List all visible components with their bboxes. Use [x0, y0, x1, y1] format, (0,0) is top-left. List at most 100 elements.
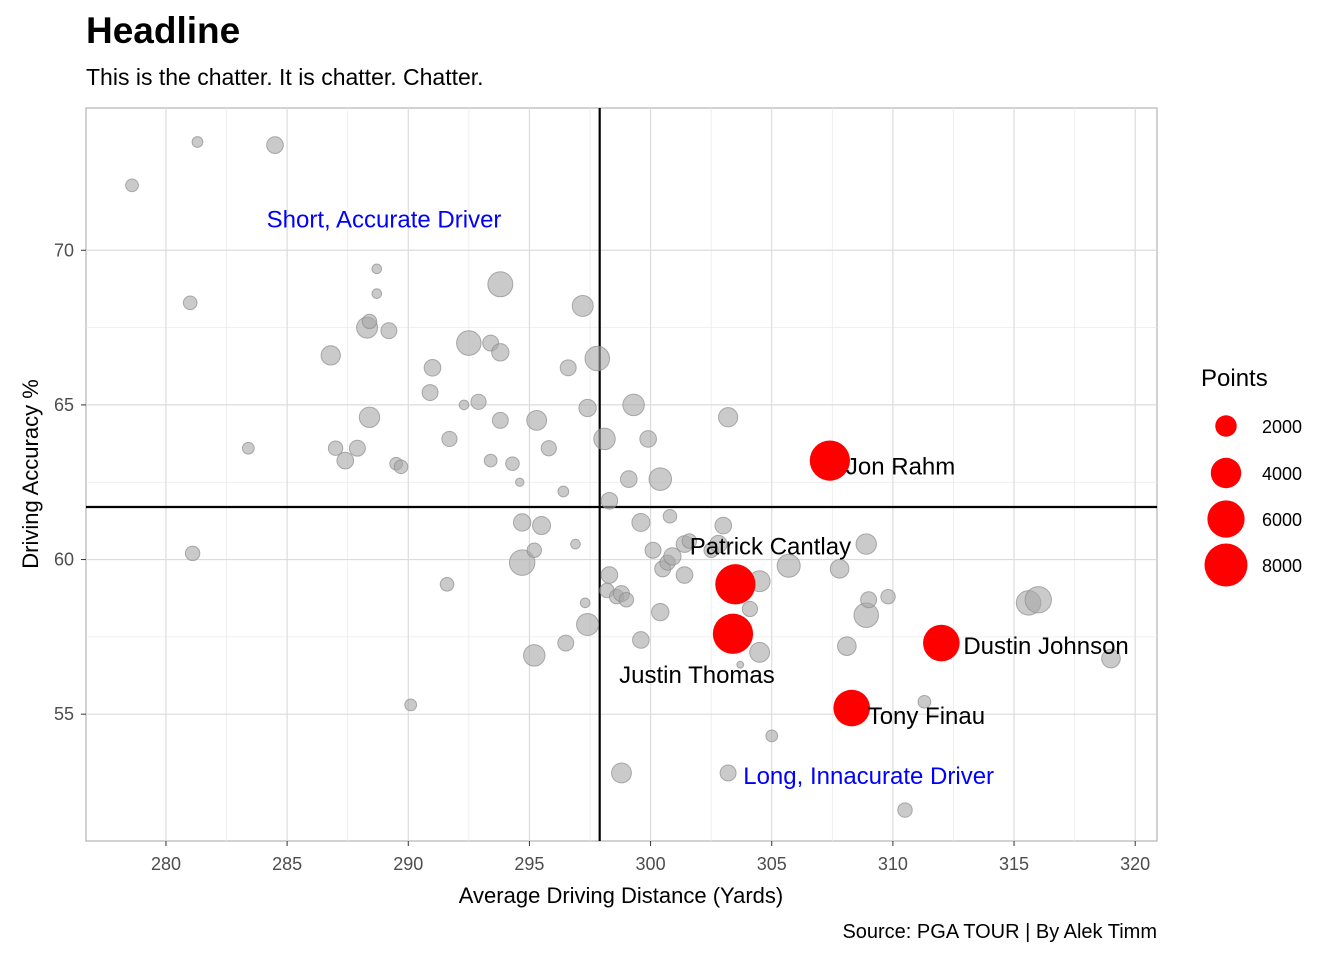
- legend-title: Points: [1201, 365, 1268, 392]
- y-tick-label: 65: [54, 395, 74, 415]
- scatter-point: [675, 566, 694, 584]
- scatter-point: [579, 597, 591, 609]
- y-tick-label: 60: [54, 550, 74, 570]
- point-label: Justin Thomas: [619, 662, 775, 689]
- scatter-point: [709, 534, 728, 554]
- x-tick-label: 290: [393, 854, 423, 874]
- scatter-point: [736, 660, 745, 669]
- scatter-point: [361, 313, 378, 330]
- scatter-point: [327, 440, 344, 456]
- scatter-point: [719, 764, 737, 782]
- highlighted-point: [715, 564, 756, 605]
- point-labels: Jon Rahm Patrick Cantlay Justin Thomas Dust…: [267, 206, 1129, 790]
- point-label: Tony Finau: [868, 703, 985, 730]
- grid-lines: [86, 108, 1157, 841]
- scatter-point: [421, 384, 439, 402]
- scatter-point: [182, 295, 198, 311]
- scatter-point: [663, 547, 682, 566]
- point-label: Patrick Cantlay: [690, 533, 851, 560]
- x-tick-label: 295: [514, 854, 544, 874]
- scatter-point: [570, 538, 581, 550]
- legend-label: 4000: [1262, 464, 1302, 484]
- scatter-point: [266, 136, 284, 154]
- scatter-point: [662, 508, 678, 524]
- legend-key: [1215, 415, 1237, 437]
- scatter-point: [1024, 586, 1052, 614]
- x-tick-label: 300: [636, 854, 666, 874]
- scatter-point: [483, 453, 498, 468]
- scatter-point: [540, 440, 557, 457]
- scatter-point: [336, 451, 355, 470]
- scatter-point: [191, 136, 204, 148]
- point-label: Jon Rahm: [846, 454, 955, 481]
- x-tick-label: 280: [151, 854, 181, 874]
- scatter-point: [631, 512, 651, 532]
- scatter-point: [241, 441, 255, 455]
- scatter-point: [393, 459, 409, 475]
- scatter-point: [557, 634, 575, 652]
- y-axis-title: Driving Accuracy %: [18, 379, 43, 569]
- x-tick-label: 315: [999, 854, 1029, 874]
- scatter-point: [532, 516, 552, 536]
- highlighted-point: [712, 613, 754, 654]
- scatter-point: [458, 399, 470, 411]
- scatter-point: [491, 343, 510, 362]
- legend-key: [1204, 543, 1248, 587]
- scatter-point: [491, 411, 509, 429]
- scatter-point: [404, 698, 418, 712]
- scatter-point: [897, 802, 913, 818]
- scatter-point: [505, 456, 520, 471]
- scatter-point: [557, 485, 570, 498]
- scatter-point: [512, 513, 532, 532]
- scatter-point: [749, 641, 771, 663]
- scatter-point: [184, 545, 201, 562]
- scatter-point: [371, 288, 383, 299]
- y-tick-label: 70: [54, 240, 74, 260]
- scatter-point: [880, 588, 896, 605]
- scatter-point: [358, 406, 381, 428]
- scatter-point: [648, 467, 673, 491]
- quadrant-label: Long, Innacurate Driver: [743, 763, 994, 790]
- scatter-point: [1101, 648, 1121, 669]
- chart-subtitle: This is the chatter. It is chatter. Chat…: [86, 64, 484, 90]
- scatter-point: [600, 491, 619, 510]
- scatter-point: [526, 542, 542, 558]
- scatter-point: [441, 430, 458, 448]
- scatter-point: [578, 398, 597, 418]
- legend-key: [1210, 457, 1242, 489]
- scatter-point: [439, 576, 455, 592]
- scatter-point: [644, 541, 662, 559]
- highlighted-point: [923, 624, 960, 662]
- quadrant-label: Short, Accurate Driver: [267, 206, 502, 233]
- scatter-point: [714, 516, 733, 535]
- scatter-point: [619, 470, 638, 488]
- scatter-point: [829, 559, 850, 579]
- x-tick-label: 305: [757, 854, 787, 874]
- scatter-point: [860, 591, 878, 609]
- scatter-point: [456, 330, 482, 356]
- scatter-point: [741, 600, 759, 618]
- scatter-point: [584, 345, 611, 372]
- scatter-point: [487, 271, 514, 298]
- point-label: Dustin Johnson: [963, 633, 1128, 660]
- highlighted-point: [833, 689, 871, 727]
- scatter-point: [717, 407, 739, 428]
- chart-caption: Source: PGA TOUR | By Alek Timm: [842, 921, 1157, 943]
- scatter-point: [611, 762, 632, 784]
- scatter-point: [320, 345, 341, 366]
- scatter-point: [855, 533, 877, 555]
- legend-label: 8000: [1262, 556, 1302, 576]
- scatter-point: [917, 694, 932, 709]
- data-points: [125, 136, 1121, 818]
- reference-lines: [86, 108, 1157, 841]
- scatter-point: [559, 359, 577, 377]
- scatter-point: [125, 178, 139, 193]
- highlighted-point: [809, 440, 850, 481]
- scatter-point: [526, 409, 548, 431]
- x-tick-label: 320: [1120, 854, 1150, 874]
- scatter-point: [632, 631, 650, 649]
- scatter-point: [651, 602, 670, 622]
- scatter-point: [600, 566, 619, 584]
- chart-title: Headline: [86, 10, 241, 51]
